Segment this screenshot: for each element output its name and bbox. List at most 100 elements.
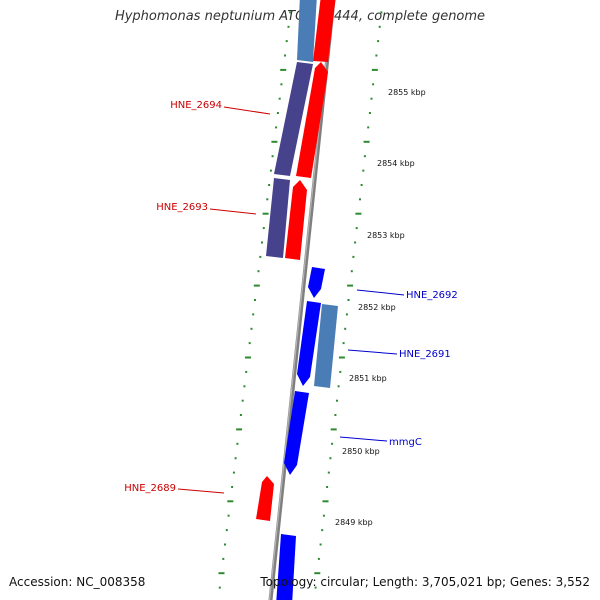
- tick-dot-right: [368, 112, 371, 114]
- gene-HNE_2694-steel-upper: [297, 0, 317, 62]
- gene-label-HNE_2691: HNE_2691: [399, 349, 451, 360]
- scale-label-2854: 2854 kbp: [377, 159, 415, 168]
- tick-dot-left: [234, 457, 237, 460]
- tick-dot-left: [222, 557, 225, 560]
- tick-dot-left: [276, 112, 279, 114]
- tick-dot-right: [375, 54, 378, 57]
- tick-dot-right: [319, 543, 322, 546]
- gene-HNE_2693-body: [266, 178, 290, 258]
- scale-label-2853: 2853 kbp: [367, 231, 405, 240]
- tick-dot-left: [248, 342, 251, 345]
- tick-dot-left: [254, 299, 256, 301]
- gene-label-HNE_2692: HNE_2692: [406, 290, 458, 301]
- tick-dot-right: [360, 184, 363, 186]
- tick-dot-left: [280, 68, 287, 71]
- leader-mmgC: [339, 436, 388, 442]
- scale-label-2850: 2850 kbp: [342, 447, 380, 456]
- genome-summary-text: Topology: circular; Length: 3,705,021 bp…: [260, 575, 590, 589]
- tick-dot-right: [344, 327, 347, 330]
- tick-dot-left: [266, 198, 269, 201]
- tick-dot-left: [218, 572, 225, 575]
- tick-dot-right: [371, 68, 378, 71]
- tick-dot-right: [336, 399, 338, 402]
- tick-dot-right: [342, 342, 345, 345]
- tick-dot-left: [287, 25, 290, 28]
- tick-dot-left: [271, 155, 274, 158]
- tick-dot-left: [262, 212, 269, 215]
- tick-dot-right: [377, 40, 380, 43]
- tick-dot-left: [284, 54, 286, 57]
- tick-dot-right: [329, 457, 332, 460]
- tick-dot-left: [257, 270, 260, 273]
- leader-HNE_2694: [223, 106, 271, 115]
- tick-dot-right: [367, 126, 370, 129]
- tick-dot-left: [261, 241, 263, 244]
- tick-dot-right: [363, 155, 366, 158]
- tick-dot-right: [331, 442, 334, 445]
- scale-label-2851: 2851 kbp: [349, 374, 387, 383]
- tick-dot-right: [355, 227, 358, 230]
- tick-dot-left: [271, 140, 278, 143]
- tick-dot-left: [245, 356, 251, 359]
- tick-dot-right: [326, 486, 329, 488]
- gene-red-lower: [285, 180, 307, 260]
- tick-dot-right: [359, 198, 361, 201]
- gene-HNE_2691-blue: [297, 301, 321, 386]
- tick-dot-right: [327, 471, 330, 474]
- tick-dot-right: [352, 255, 355, 258]
- tick-dot-left: [231, 486, 234, 488]
- tick-dot-left: [218, 586, 221, 589]
- tick-dot-right: [337, 385, 340, 388]
- tick-dot-right: [354, 241, 357, 244]
- gene-red-upper: [296, 62, 328, 178]
- tick-dot-right: [363, 140, 370, 143]
- tick-dot-right: [314, 572, 321, 575]
- tick-dot-left: [262, 227, 265, 230]
- gene-HNE_2692: [308, 267, 325, 298]
- leader-HNE_2689: [177, 488, 225, 494]
- tick-dot-left: [227, 514, 230, 517]
- tick-dot-left: [236, 442, 239, 445]
- gene-label-mmgC: mmgC: [389, 437, 422, 448]
- tick-dot-right: [339, 370, 342, 373]
- tick-dot-right: [347, 299, 350, 301]
- gene-HNE_2694-body: [274, 62, 313, 176]
- tick-dot-right: [372, 83, 375, 86]
- tick-dot-right: [380, 11, 383, 14]
- tick-dot-left: [225, 529, 228, 532]
- tick-rings: [218, 11, 383, 589]
- tick-dot-right: [378, 25, 381, 28]
- tick-dot-right: [345, 313, 348, 316]
- tick-dot-left: [250, 327, 253, 330]
- tick-dot-right: [322, 514, 325, 517]
- gene-HNE_2689: [256, 476, 274, 521]
- gene-label-HNE_2693: HNE_2693: [156, 202, 208, 213]
- tick-dot-left: [289, 11, 292, 14]
- tick-dot-right: [350, 270, 353, 273]
- tick-dot-left: [285, 40, 288, 43]
- tick-dot-left: [252, 313, 255, 316]
- tick-dot-left: [245, 370, 248, 373]
- leader-HNE_2693: [209, 208, 257, 215]
- gene-blue-bottom: [276, 534, 296, 600]
- tick-dot-left: [227, 500, 234, 503]
- tick-dot-left: [268, 184, 271, 186]
- gene-red-top: [313, 0, 336, 62]
- tick-dot-left: [243, 385, 246, 388]
- tick-dot-right: [334, 414, 337, 416]
- tick-dot-left: [253, 284, 260, 287]
- tick-dot-right: [355, 212, 362, 215]
- tick-dot-left: [278, 97, 281, 100]
- tick-dot-right: [362, 169, 365, 172]
- accession-text: Accession: NC_008358: [9, 575, 146, 589]
- tick-dot-right: [347, 284, 354, 287]
- tick-dot-right: [338, 356, 345, 359]
- tick-dot-left: [269, 169, 272, 172]
- tick-dot-right: [330, 428, 337, 431]
- leader-HNE_2691: [347, 349, 398, 355]
- tick-dot-right: [321, 529, 324, 532]
- scale-label-2849: 2849 kbp: [335, 518, 373, 527]
- gene-mmgC: [284, 391, 309, 475]
- tick-dot-left: [232, 471, 235, 474]
